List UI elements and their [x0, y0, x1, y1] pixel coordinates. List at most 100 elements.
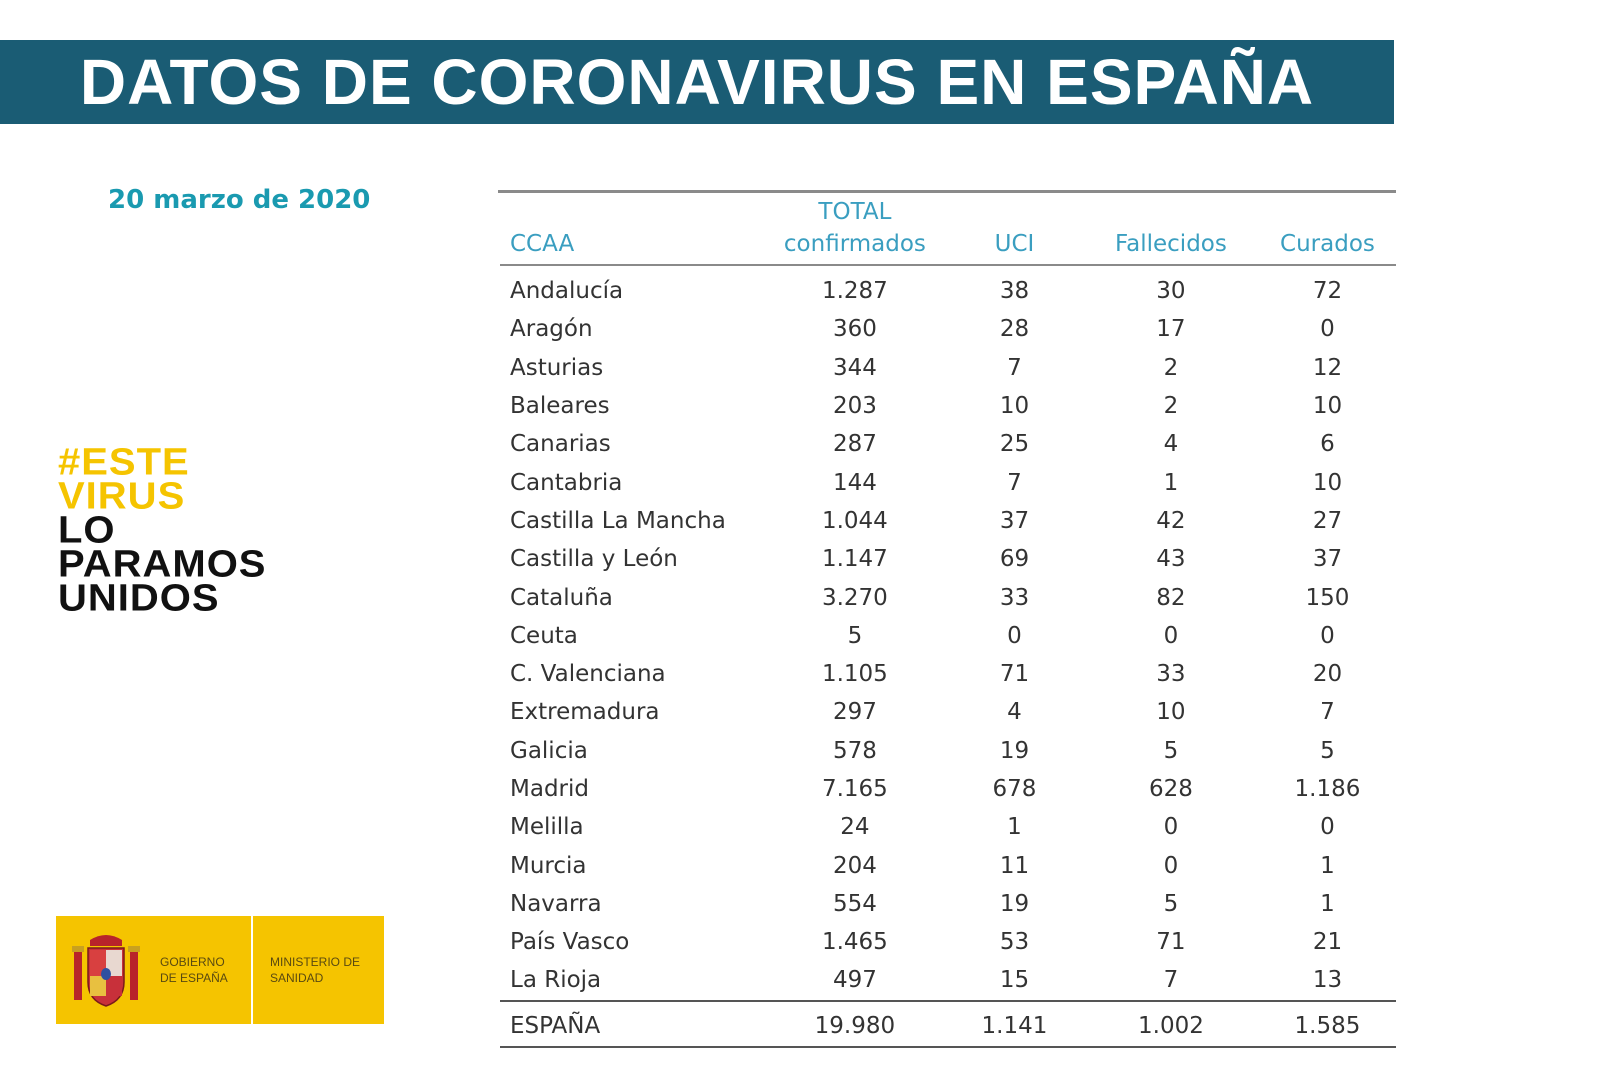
total-confirmados-cell: 297 — [832, 699, 877, 726]
fallecidos-cell: 4 — [1163, 431, 1179, 458]
fallecidos-cell: 30 — [1156, 278, 1186, 305]
uci-cell: 7 — [1007, 354, 1022, 381]
fallecidos-cell: 5 — [1163, 890, 1179, 917]
curados-cell: 0 — [1320, 814, 1335, 841]
total-confirmados-cell: 7.165 — [821, 776, 888, 802]
fallecidos-cell: 0 — [1163, 814, 1179, 841]
curados-cell: 1.186 — [1294, 776, 1361, 802]
uci-cell: 53 — [999, 929, 1030, 956]
curados-cell: 1 — [1320, 890, 1335, 917]
ccaa-cell: Melilla — [510, 814, 584, 841]
fallecidos-cell: 7 — [1163, 967, 1179, 994]
total-confirmados-cell: 144 — [832, 469, 877, 496]
fallecidos-cell: 82 — [1156, 584, 1186, 611]
curados-cell: 27 — [1312, 507, 1343, 534]
uci-cell: 678 — [992, 776, 1037, 802]
table-row: La Rioja 497 15 7 13 — [500, 961, 1396, 1000]
uci-cell: 4 — [1007, 699, 1022, 726]
total-confirmados-cell: 360 — [832, 316, 877, 343]
ccaa-cell: ESPAÑA — [500, 999, 764, 1048]
ccaa-cell: Cataluña — [510, 584, 613, 611]
total-confirmados-cell: 19.980 — [763, 999, 946, 1048]
coat-of-arms-icon — [72, 935, 140, 1007]
curados-cell: 150 — [1305, 584, 1350, 611]
uci-cell: 1.141 — [945, 999, 1083, 1048]
fallecidos-cell: 71 — [1156, 929, 1186, 956]
curados-cell: 10 — [1312, 393, 1343, 420]
ccaa-cell: Galicia — [510, 737, 588, 764]
curados-cell: 72 — [1312, 278, 1343, 305]
curados-cell: 1 — [1320, 852, 1335, 879]
total-confirmados-cell: 287 — [832, 431, 877, 458]
fallecidos-cell: 0 — [1163, 622, 1179, 649]
fallecidos-cell: 43 — [1156, 546, 1186, 573]
table-row: Asturias 344 7 2 12 — [500, 349, 1396, 387]
curados-cell: 20 — [1312, 661, 1343, 688]
ccaa-cell: Castilla y León — [510, 546, 678, 573]
table-row: Murcia 204 11 0 1 — [500, 846, 1396, 884]
total-confirmados-cell: 1.465 — [821, 929, 888, 956]
slogan-line: UNIDOS — [58, 577, 220, 620]
table-row: C. Valenciana 1.105 71 33 20 — [500, 655, 1396, 693]
total-confirmados-cell: 203 — [832, 393, 877, 420]
curados-cell: 12 — [1312, 354, 1343, 381]
report-date: 20 marzo de 2020 — [108, 185, 371, 215]
header-fallecidos: Fallecidos — [1082, 196, 1259, 266]
curados-cell: 0 — [1320, 316, 1335, 343]
uci-cell: 7 — [1007, 469, 1022, 496]
fallecidos-cell: 0 — [1163, 852, 1179, 879]
table-row: Galicia 578 19 5 5 — [500, 732, 1396, 770]
fallecidos-cell: 33 — [1156, 661, 1186, 688]
table-row: Aragón 360 28 17 0 — [500, 310, 1396, 348]
uci-cell: 69 — [999, 546, 1030, 573]
table-row: Cantabria 144 7 1 10 — [500, 463, 1396, 501]
curados-cell: 7 — [1320, 699, 1335, 726]
uci-cell: 0 — [1007, 622, 1022, 649]
curados-cell: 37 — [1312, 546, 1343, 573]
ccaa-cell: C. Valenciana — [510, 661, 666, 688]
fallecidos-cell: 1.002 — [1082, 999, 1259, 1048]
uci-cell: 71 — [999, 661, 1030, 688]
slogan-line: PARAMOS — [58, 543, 267, 586]
uci-cell: 25 — [999, 431, 1030, 458]
uci-cell: 19 — [999, 890, 1030, 917]
slogan-logo: #ESTE VIRUS LO PARAMOS UNIDOS — [58, 443, 267, 620]
uci-cell: 28 — [999, 316, 1030, 343]
ccaa-cell: Murcia — [510, 852, 587, 879]
table-row: Ceuta 5 0 0 0 — [500, 617, 1396, 655]
total-confirmados-cell: 5 — [847, 622, 863, 649]
total-confirmados-cell: 24 — [840, 814, 870, 841]
ccaa-cell: Ceuta — [510, 622, 578, 649]
uci-cell: 33 — [999, 584, 1030, 611]
title-banner: DATOS DE CORONAVIRUS EN ESPAÑA — [0, 40, 1394, 124]
uci-cell: 11 — [999, 852, 1030, 879]
table-row: Extremadura 297 4 10 7 — [500, 693, 1396, 731]
table-header-row: CCAA TOTAL confirmados UCI Fallecidos Cu… — [500, 196, 1396, 266]
uci-cell: 1 — [1007, 814, 1022, 841]
uci-cell: 37 — [999, 507, 1030, 534]
table-row: País Vasco 1.465 53 71 21 — [500, 923, 1396, 961]
total-confirmados-cell: 1.105 — [821, 661, 888, 688]
total-confirmados-cell: 204 — [832, 852, 877, 879]
ccaa-cell: Aragón — [510, 316, 593, 343]
table-row: Navarra 554 19 5 1 — [500, 885, 1396, 923]
total-confirmados-cell: 344 — [832, 354, 877, 381]
header-curados: Curados — [1258, 196, 1396, 266]
gobierno-label: GOBIERNO DE ESPAÑA — [160, 955, 228, 985]
header-ccaa: CCAA — [500, 196, 764, 266]
fallecidos-cell: 5 — [1163, 737, 1179, 764]
logo-divider — [251, 916, 253, 1024]
total-confirmados-cell: 578 — [832, 737, 877, 764]
ccaa-cell: Baleares — [510, 393, 610, 420]
ministerio-label: MINISTERIO DE SANIDAD — [270, 955, 361, 985]
curados-cell: 0 — [1320, 622, 1335, 649]
curados-cell: 5 — [1320, 737, 1335, 764]
table-row: Cataluña 3.270 33 82 150 — [500, 578, 1396, 616]
total-confirmados-cell: 1.044 — [821, 507, 888, 534]
covid-data-table: CCAA TOTAL confirmados UCI Fallecidos Cu… — [500, 196, 1396, 1048]
header-uci: UCI — [945, 196, 1083, 266]
fallecidos-cell: 1 — [1163, 469, 1179, 496]
ccaa-cell: Madrid — [510, 776, 589, 802]
curados-cell: 6 — [1320, 431, 1335, 458]
fallecidos-cell: 2 — [1163, 354, 1179, 381]
